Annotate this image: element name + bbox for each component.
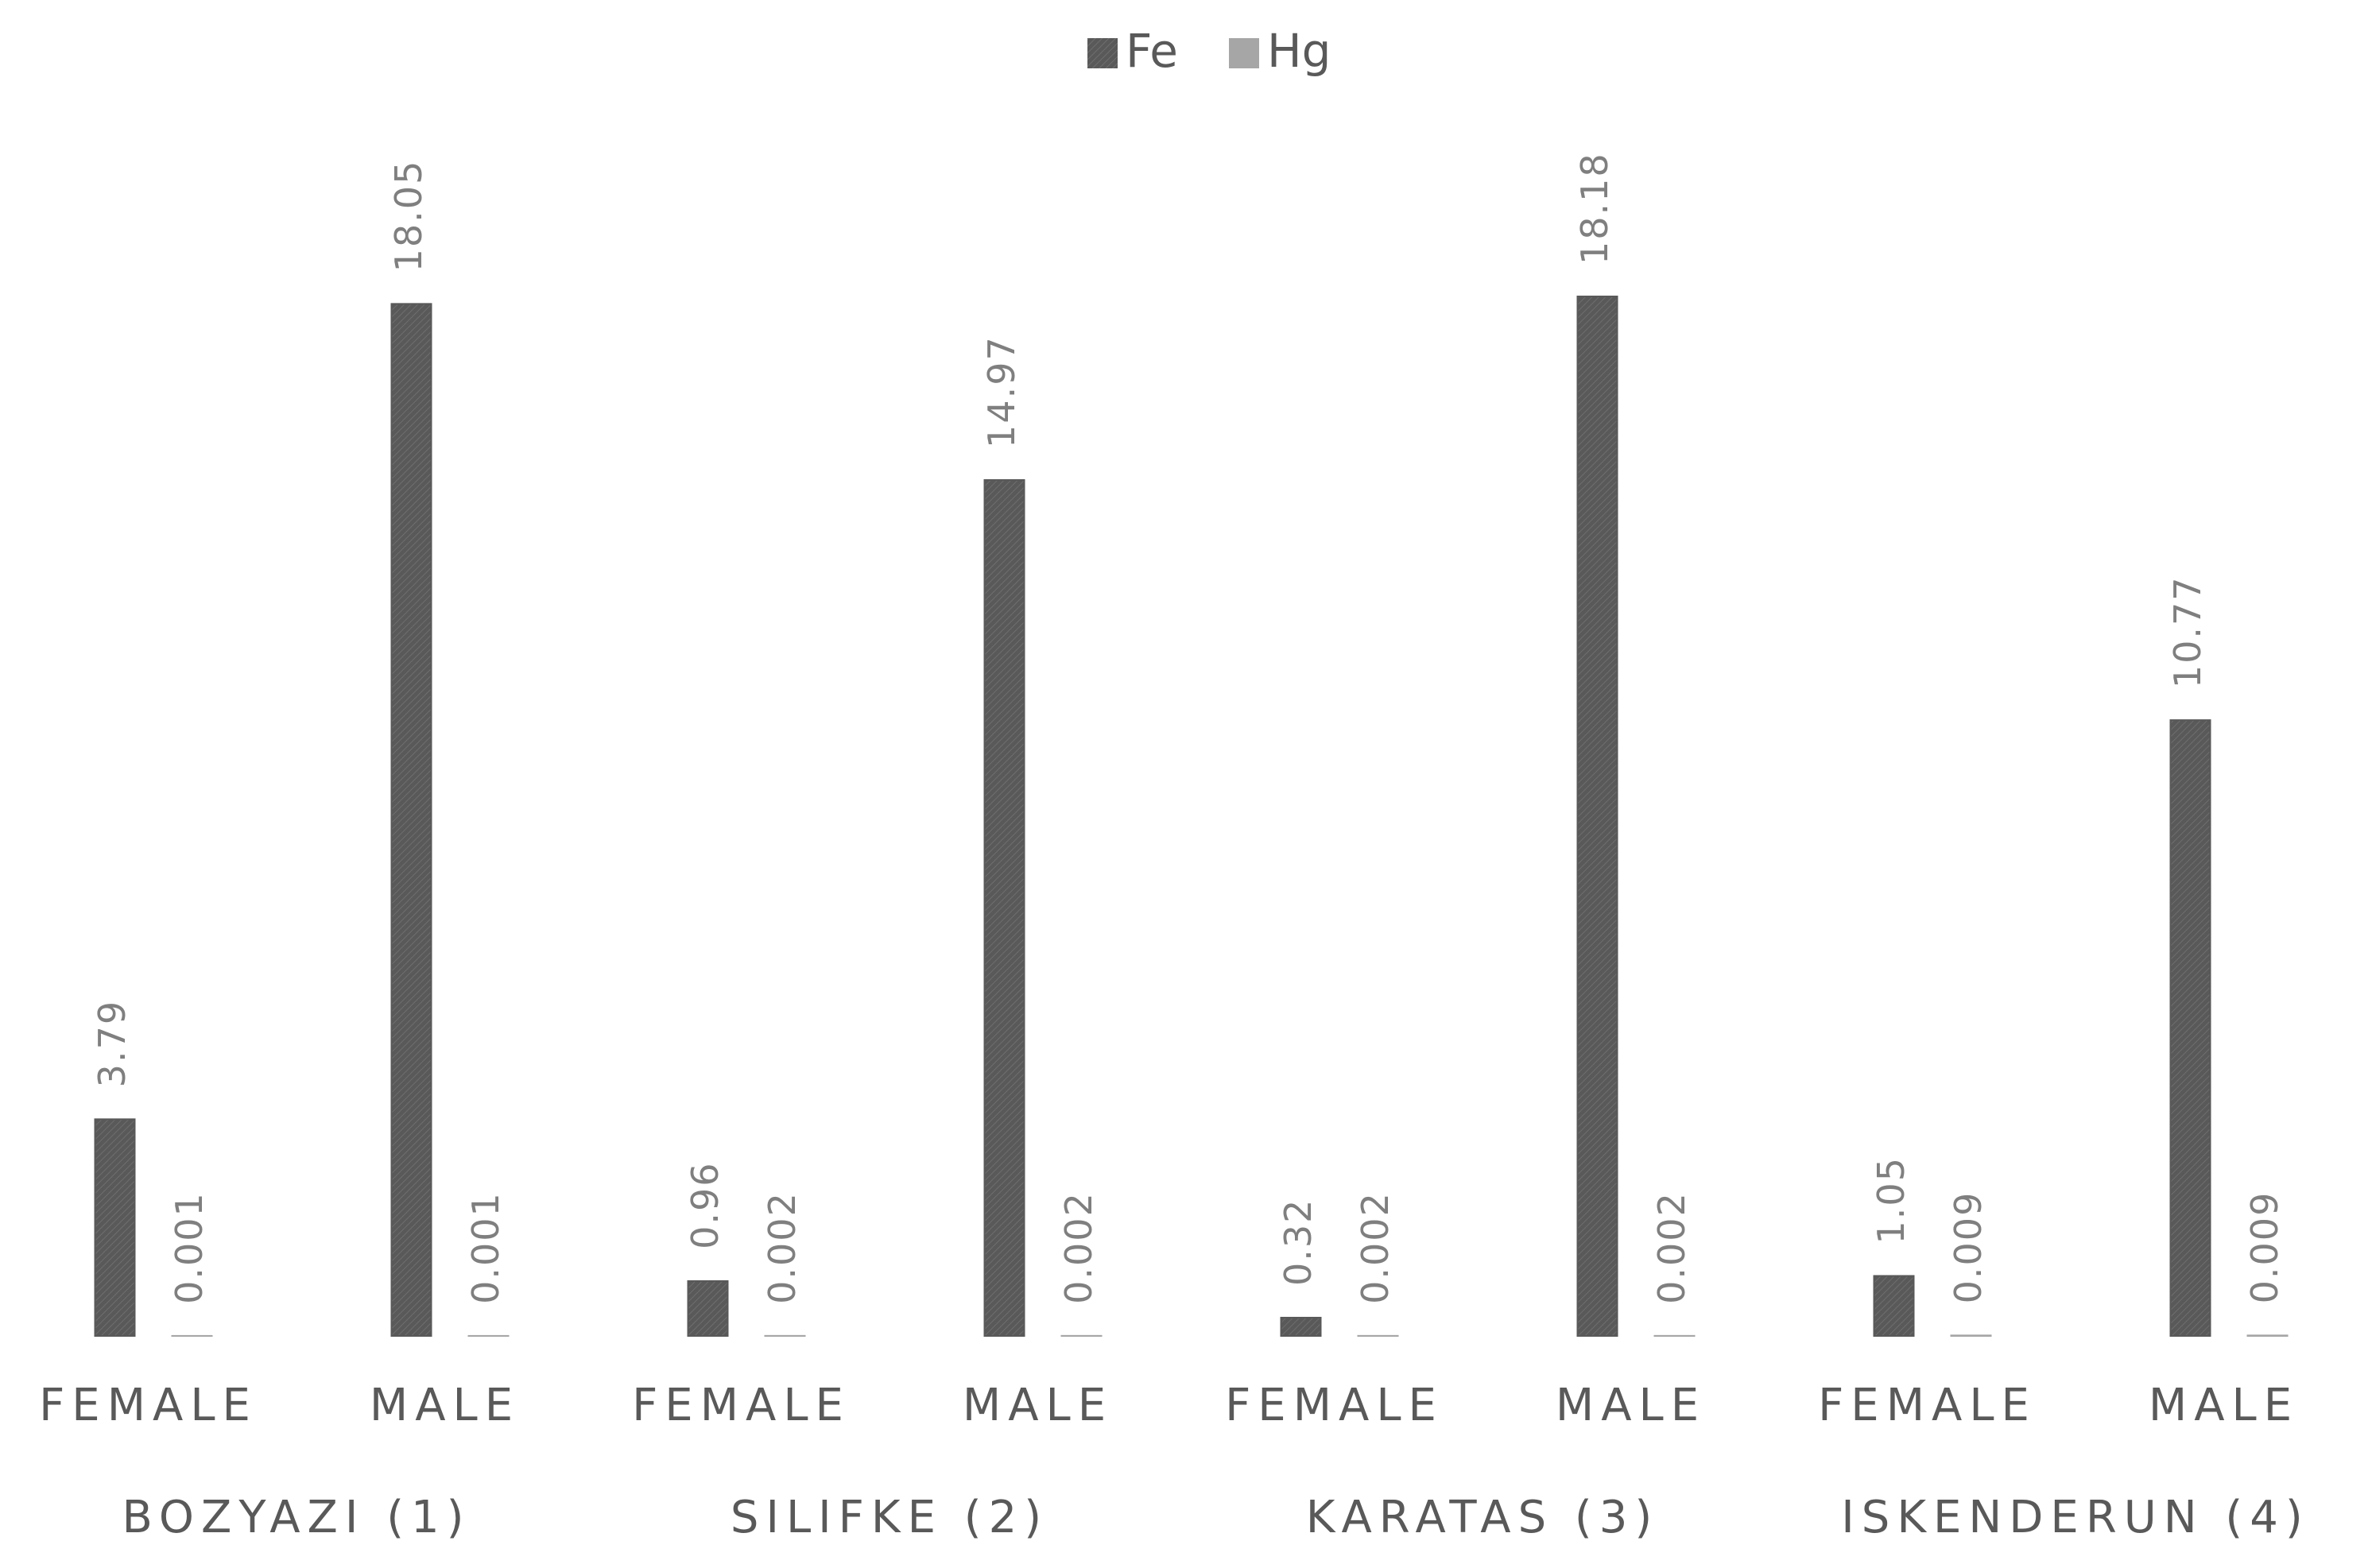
value-label: 18.05	[387, 160, 430, 273]
group-label: ISKENDERUN (4)	[1841, 1492, 2309, 1543]
x-tick-label: MALE	[1556, 1380, 1706, 1431]
bar	[1578, 296, 1618, 1336]
value-label: 0.002	[1354, 1191, 1397, 1304]
bar	[2248, 1335, 2288, 1336]
value-label: 0.001	[168, 1191, 211, 1304]
x-tick-label: FEMALE	[632, 1380, 851, 1431]
value-label: 0.001	[464, 1191, 507, 1304]
legend-swatch	[1229, 38, 1259, 68]
group-label: BOZYAZI (1)	[122, 1492, 471, 1543]
value-label: 0.009	[1947, 1191, 1990, 1304]
x-tick-label: MALE	[2149, 1380, 2299, 1431]
bar	[392, 304, 432, 1336]
bar	[688, 1281, 728, 1336]
x-tick-label: FEMALE	[39, 1380, 258, 1431]
value-label: 0.009	[2243, 1191, 2286, 1304]
value-label: 0.32	[1277, 1198, 1320, 1286]
value-label: 0.96	[684, 1162, 727, 1249]
value-label: 18.18	[1573, 152, 1616, 265]
x-tick-label: MALE	[370, 1380, 520, 1431]
group-label: SILIFKE (2)	[731, 1492, 1048, 1543]
legend-label: Hg	[1267, 24, 1331, 78]
value-label: 1.05	[1870, 1156, 1913, 1244]
value-label: 10.77	[2166, 575, 2209, 688]
legend-label: Fe	[1126, 24, 1178, 78]
value-label: 0.002	[761, 1191, 804, 1304]
value-label: 3.79	[91, 1000, 134, 1087]
bar	[1281, 1318, 1321, 1336]
value-label: 14.97	[980, 335, 1023, 448]
value-label: 0.002	[1057, 1191, 1100, 1304]
bar	[95, 1119, 135, 1336]
legend: Fe Hg	[1087, 24, 1331, 78]
legend-swatch	[1087, 38, 1118, 68]
bar	[985, 480, 1025, 1336]
bar	[2171, 720, 2211, 1336]
x-tick-label: FEMALE	[1818, 1380, 2037, 1431]
bar	[1874, 1276, 1914, 1336]
x-tick-label: FEMALE	[1225, 1380, 1444, 1431]
group-label: KARATAS (3)	[1306, 1492, 1660, 1543]
x-tick-label: MALE	[963, 1380, 1113, 1431]
bar	[1951, 1335, 1991, 1336]
value-label: 0.002	[1650, 1191, 1693, 1304]
